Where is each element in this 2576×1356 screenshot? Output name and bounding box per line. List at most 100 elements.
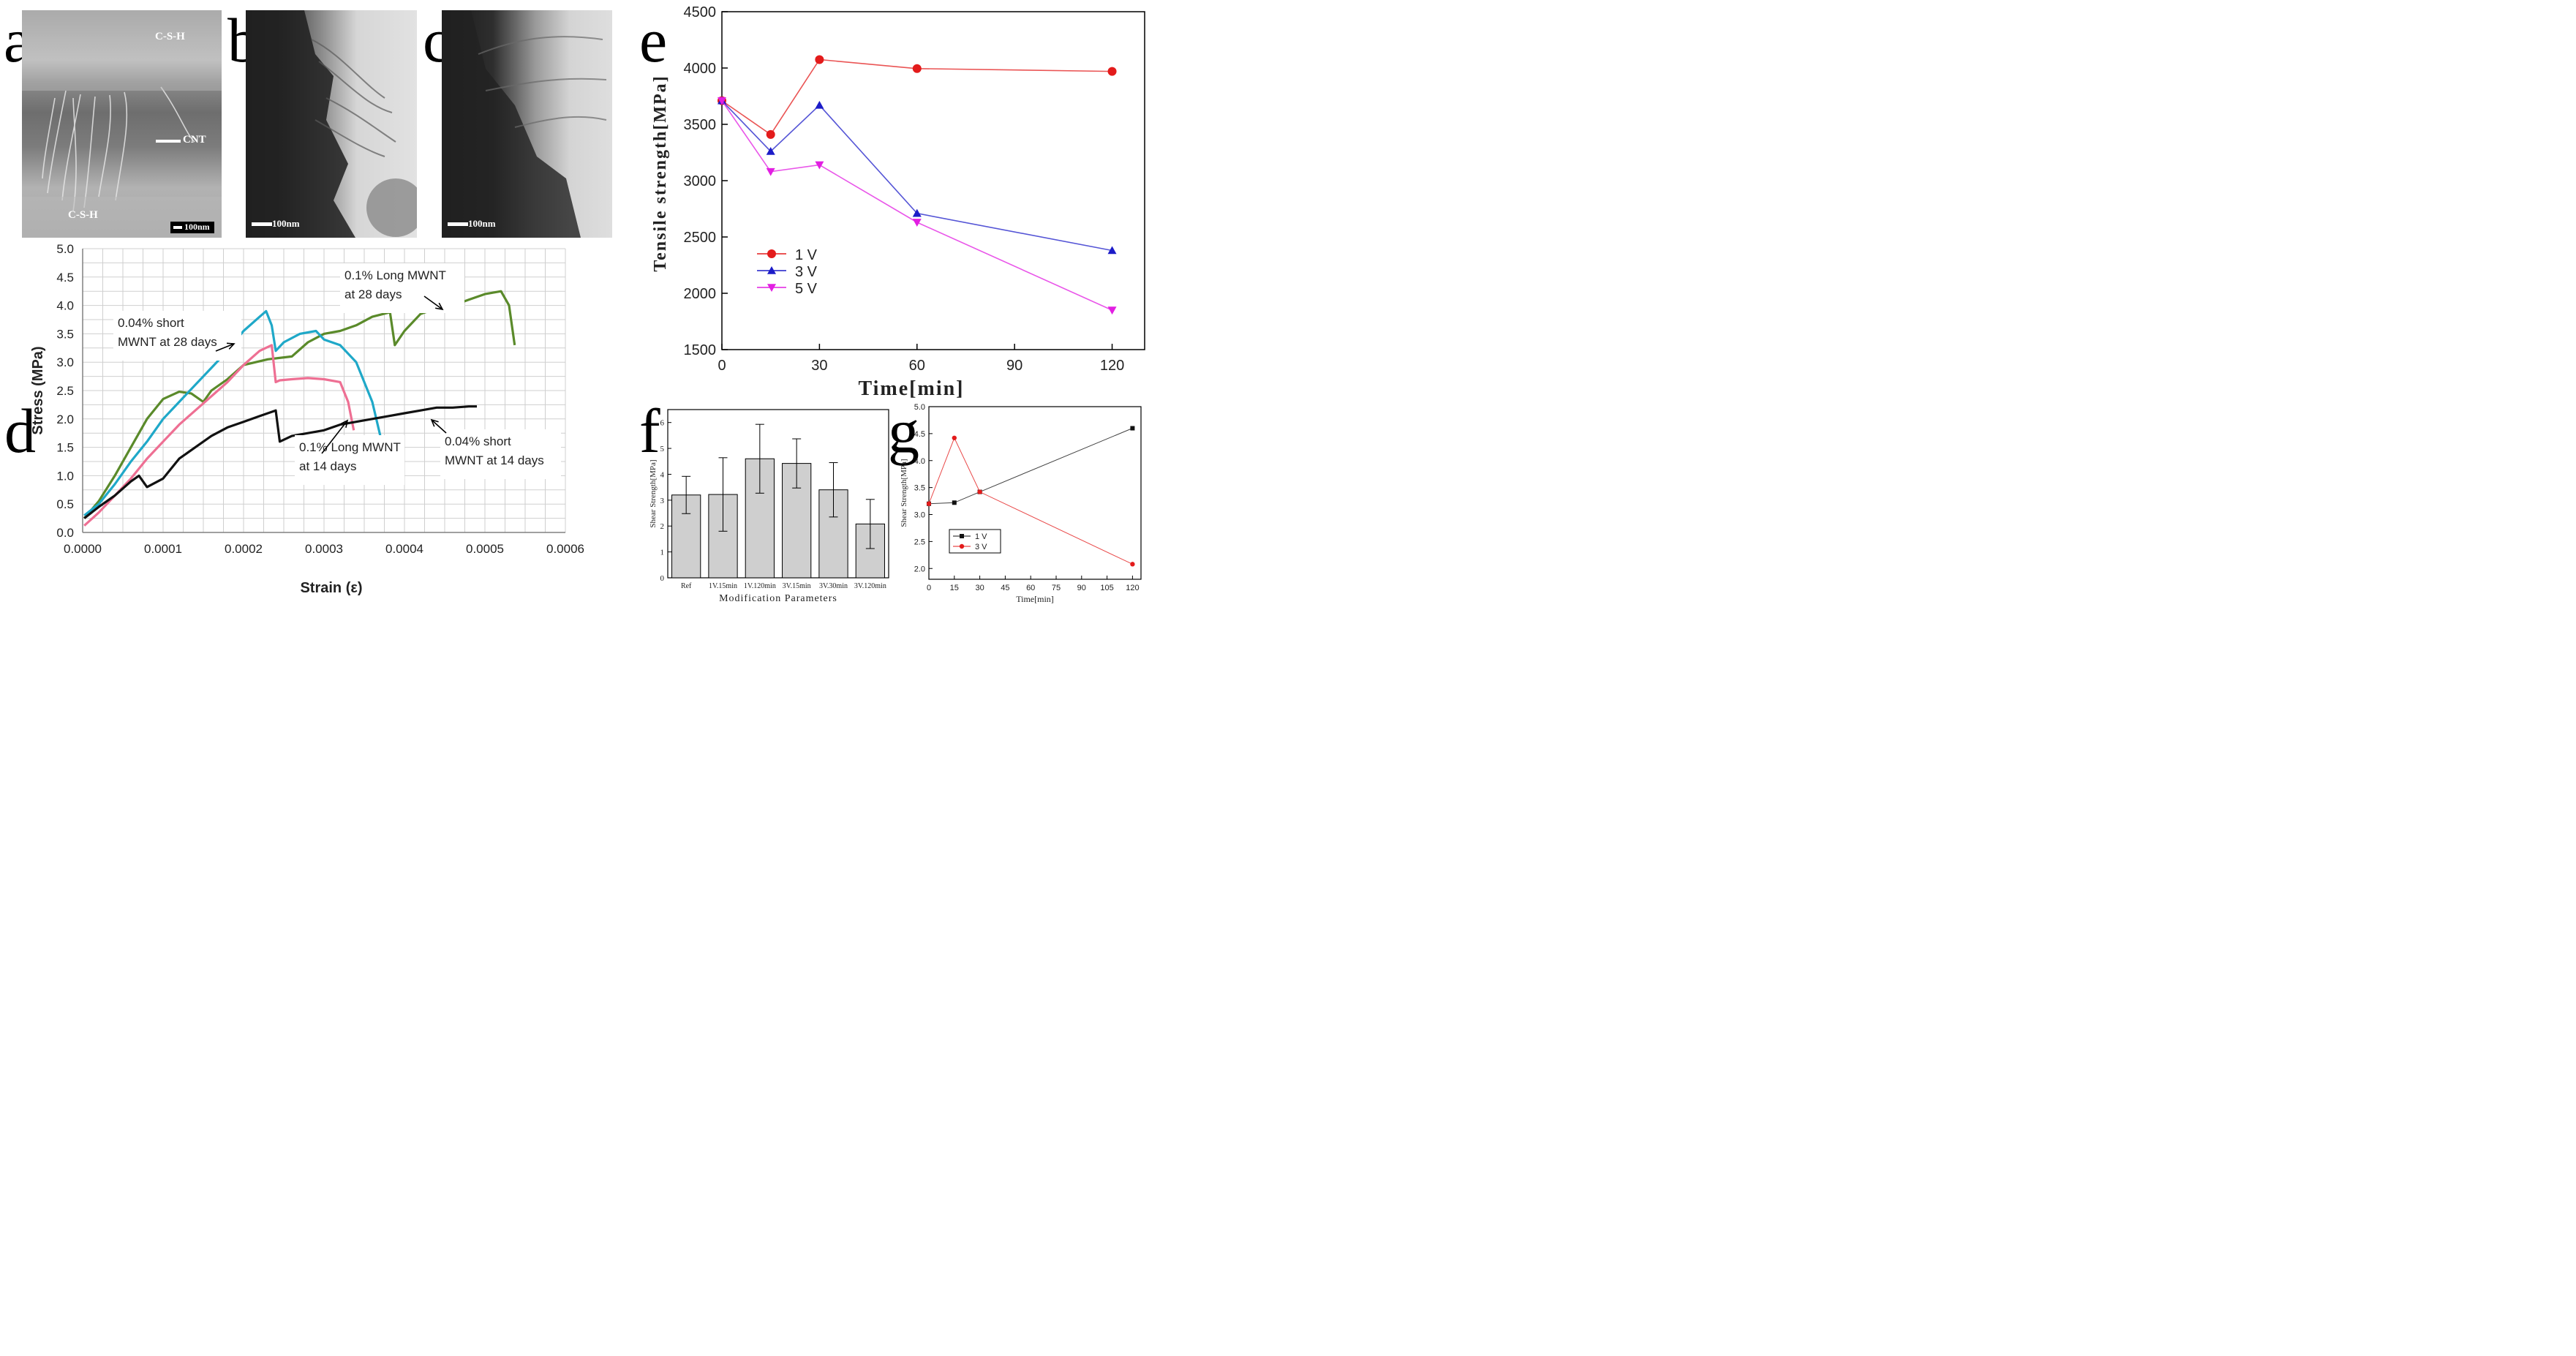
y-tick-label: 4.0 xyxy=(914,457,925,466)
y-tick-label: 0.0 xyxy=(56,526,74,540)
x-tick-label: 15 xyxy=(950,584,959,592)
x-tick-label: 0 xyxy=(718,358,726,374)
annotation-text: 0.1% Long MWNT xyxy=(299,440,401,454)
legend-label: 3 V xyxy=(975,543,987,551)
y-tick-label: 4500 xyxy=(684,4,717,20)
x-axis-label: Modification Parameters xyxy=(719,593,837,604)
series-line xyxy=(928,428,1133,505)
x-tick-label: 0.0006 xyxy=(546,542,584,556)
plot-frame xyxy=(928,406,1142,580)
y-tick-label: 3.0 xyxy=(914,511,925,520)
x-tick-label: 120 xyxy=(1126,584,1139,592)
data-point xyxy=(1107,246,1117,255)
annotation-box xyxy=(113,311,241,361)
y-tick-label: 2500 xyxy=(684,230,717,246)
y-tick-label: 1 xyxy=(660,549,665,557)
x-tick-label: 30 xyxy=(975,584,984,592)
series-line xyxy=(721,100,1112,311)
y-tick-label: 6 xyxy=(660,419,665,428)
annotation-arrow xyxy=(423,295,443,310)
panel-letter-e: e xyxy=(639,5,668,75)
annotation-text: 0.04% short xyxy=(445,434,511,448)
cnt-arrow xyxy=(156,140,181,143)
annotation-text: 0.1% Long MWNT xyxy=(344,268,446,282)
scale-label: 100nm xyxy=(272,218,300,229)
series-line xyxy=(83,405,477,519)
series-line xyxy=(928,437,1133,565)
x-axis-label: Strain (ε) xyxy=(300,580,362,596)
panel-letter-d: d xyxy=(4,396,36,466)
sem-micrograph: C-S-H CNT C-S-H 100nm xyxy=(22,10,222,238)
y-tick-label: 4 xyxy=(660,470,665,479)
data-point xyxy=(815,100,824,109)
panel-letter-g: g xyxy=(888,396,919,466)
x-tick-label: 0.0003 xyxy=(305,542,343,556)
scale-bar-box: 100nm xyxy=(170,222,214,233)
y-tick-label: 2.0 xyxy=(914,565,925,573)
annotation-text: 0.04% short xyxy=(118,316,184,330)
y-axis-label: Shear Strength[MPa] xyxy=(900,459,908,527)
x-tick-label: 3V.15min xyxy=(783,582,811,590)
scale-bar xyxy=(173,226,182,229)
panel-letter-f: f xyxy=(639,396,660,466)
annotation-arrowhead xyxy=(340,419,349,428)
plot-frame xyxy=(667,409,889,579)
y-tick-label: 5 xyxy=(660,445,665,453)
y-tick-label: 2.5 xyxy=(56,384,74,398)
data-point xyxy=(1107,306,1117,315)
cnt-fibers xyxy=(442,10,607,238)
y-tick-label: 4.0 xyxy=(56,299,74,313)
legend-box xyxy=(949,529,1001,554)
annotation-box xyxy=(295,435,404,485)
annotation-arrow xyxy=(431,419,447,434)
x-tick-label: 0.0001 xyxy=(144,542,182,556)
data-point xyxy=(767,266,776,274)
x-tick-label: 90 xyxy=(1077,584,1086,592)
data-point xyxy=(718,97,726,105)
data-point xyxy=(912,64,922,73)
data-point xyxy=(952,500,957,505)
data-point xyxy=(912,208,922,217)
x-tick-label: 1V.120min xyxy=(744,582,776,590)
x-tick-label: 75 xyxy=(1052,584,1061,592)
y-tick-label: 2.5 xyxy=(914,538,925,546)
y-tick-label: 3000 xyxy=(684,173,717,189)
scale-bar xyxy=(252,222,272,226)
cnt-label: CNT xyxy=(183,134,206,146)
series-line xyxy=(721,100,1112,252)
data-point xyxy=(926,501,932,506)
data-point xyxy=(1130,426,1135,431)
series-line xyxy=(83,309,382,516)
data-point xyxy=(912,219,922,227)
legend-marker xyxy=(960,534,964,538)
x-tick-label: Ref xyxy=(681,582,692,590)
x-tick-label: 105 xyxy=(1100,584,1113,592)
scale-label: 100nm xyxy=(468,218,496,229)
x-axis-label: Time[min] xyxy=(858,377,964,400)
y-tick-label: 3.5 xyxy=(914,484,925,493)
x-tick-label: 60 xyxy=(1026,584,1035,592)
y-tick-label: 4.5 xyxy=(914,430,925,439)
y-tick-label: 2.0 xyxy=(56,413,74,426)
data-point xyxy=(766,129,775,139)
legend-label: 5 V xyxy=(795,281,818,297)
chart-d-stress-strain: 0.0 0.5 1.0 1.5 2.0 2.5 3.0 3.5 4.0 4.5 5.0 0.0000 0… xyxy=(30,242,584,596)
annotation-text: MWNT at 28 days xyxy=(118,335,217,349)
data-point xyxy=(977,489,982,494)
y-tick-label: 4000 xyxy=(684,61,717,77)
y-tick-label: 1.0 xyxy=(56,469,74,483)
csh-label-bottom: C-S-H xyxy=(68,209,98,221)
scale-label: 100nm xyxy=(184,222,210,232)
annotation-text: at 14 days xyxy=(299,459,356,473)
data-point xyxy=(815,161,824,170)
x-tick-label: 0.0004 xyxy=(385,542,423,556)
x-axis-label: Time[min] xyxy=(1016,594,1054,604)
scale-bar xyxy=(448,222,468,226)
x-tick-label: 60 xyxy=(909,358,925,374)
y-tick-label: 3.5 xyxy=(56,327,74,341)
y-tick-label: 0.5 xyxy=(56,497,74,511)
data-point xyxy=(767,249,776,258)
annotation-text: MWNT at 14 days xyxy=(445,453,544,467)
legend-marker xyxy=(959,543,965,549)
annotation-box xyxy=(340,263,464,313)
